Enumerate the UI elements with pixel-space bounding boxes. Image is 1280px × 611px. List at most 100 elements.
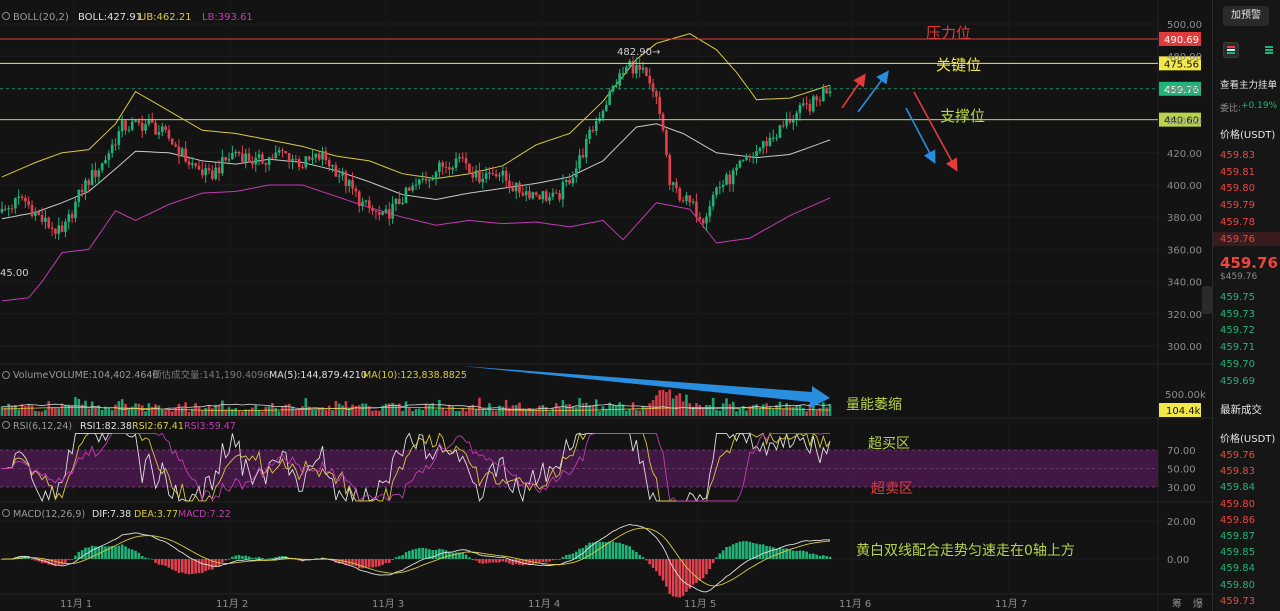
macd-bar [781,548,785,559]
ask-price[interactable]: 459.79 [1220,200,1255,212]
volume-bar [327,405,331,416]
macd-hist-value: MACD:7.22 [178,509,231,520]
boll-header[interactable]: BOLL(20,2) BOLL:427.91 UB:462.21 LB:393.… [2,12,253,23]
panel-collapse-handle[interactable] [1202,286,1212,314]
candle-body [364,200,368,202]
macd-bar [127,548,131,559]
candle-body [154,122,157,135]
candle-body [758,148,762,152]
bid-price[interactable]: 459.73 [1220,308,1255,320]
ask-price[interactable]: 459.76 [1220,233,1255,245]
bid-price[interactable]: 459.70 [1220,358,1255,370]
volume-bar [74,397,77,416]
macd-bar [134,550,137,559]
y-tick-label: 440.00 [1167,117,1202,128]
ask-price[interactable]: 459.80 [1220,183,1255,195]
x-tick-label: 11月 3 [372,598,404,610]
volume-bar [381,405,384,416]
macd-bar [471,559,475,561]
price-tag [1159,112,1201,127]
candle-body [277,150,281,153]
macd-bar [645,559,648,561]
macd-bar [114,546,117,559]
candles[interactable] [0,56,832,240]
settings-icon[interactable] [2,12,10,20]
add-alert-button[interactable]: 加预警 [1223,6,1269,26]
candle-body [481,178,485,183]
volume-header[interactable]: Volume VOLUME:104,402.4640 预估成交量:141,190… [2,369,467,381]
annotation-support: 支撑位 [940,107,985,125]
candle-body [217,167,221,174]
macd-bar [721,550,725,559]
macd-bar [140,556,144,559]
candle-body [701,219,705,224]
macd-bar [147,558,151,560]
candle-body [251,161,254,165]
volume-bars[interactable] [0,389,832,416]
settings-icon[interactable] [2,421,10,429]
volume-bar [30,405,34,416]
volume-bar [494,410,498,416]
candle-body [107,153,111,160]
candle-body [324,151,328,161]
settings-icon[interactable] [2,371,10,379]
orderbook-buy-icon[interactable] [1261,42,1277,58]
candle-body [591,129,595,132]
volume-bar [10,405,14,416]
volume-bar [107,408,111,416]
volume-bar [100,409,104,416]
volume-bar [681,401,685,416]
ask-price[interactable]: 459.78 [1220,216,1255,228]
high-marker: 482.90 [617,47,652,58]
ask-price[interactable]: 459.81 [1220,166,1255,178]
macd-bar [822,555,825,559]
rsi-header[interactable]: RSI(6,12,24) RSI1:82.38 RSI2:67.41 RSI3:… [2,421,236,432]
macd-bar [408,550,411,559]
macd-bar [444,550,448,559]
candle-body [608,91,611,105]
candle-body [421,178,424,180]
macd-bar [110,545,114,559]
volume-bar [758,408,762,416]
macd-bar [738,541,742,559]
trade-price: 459.85 [1220,547,1255,559]
candle-body [77,189,81,202]
ask-price[interactable]: 459.83 [1220,150,1255,161]
bid-price[interactable]: 459.72 [1220,325,1255,337]
candle-body [67,214,71,222]
trading-chart[interactable]: 490.69 475.56 459.76 440.60 104.4k 500.00 480… [0,0,1212,611]
orderbook-both-icon[interactable] [1223,42,1239,58]
bid-price[interactable]: 459.69 [1220,375,1255,387]
macd-bar [661,559,665,581]
bid-price[interactable]: 459.71 [1220,342,1255,354]
macd-bar [274,557,278,559]
macd-bar [571,553,575,559]
volume-bar [134,403,137,416]
macd-bar [157,559,161,565]
macd-bar [601,541,605,559]
macd-bar [337,559,341,564]
macd-header[interactable]: MACD(12,26,9) DIF:7.38 DEA:3.77 MACD:7.2… [2,509,231,520]
macd-bar [27,557,31,559]
volume-bar [174,407,177,416]
annotation-volume-shrink: 量能萎缩 [846,397,902,413]
macd-bar [194,559,197,574]
chart-area[interactable]: 490.69 475.56 459.76 440.60 104.4k 500.00 480… [0,0,1212,611]
candle-body [781,125,785,127]
macd-bar [277,556,281,559]
volume-bar [170,411,174,416]
macd-bar [771,547,775,559]
trades-title[interactable]: 最新成交 [1220,404,1262,416]
bid-price[interactable]: 459.75 [1220,292,1255,303]
candle-body [284,151,288,154]
x-axis: 11月 1 11月 2 11月 3 11月 4 11月 5 11月 6 11月 7 [60,598,1027,610]
macd-bar [818,555,822,559]
candle-body [665,130,668,155]
settings-icon[interactable] [2,509,10,517]
volume-bar [54,408,57,416]
volume-bar [201,410,204,416]
volume-bar [691,406,695,416]
orderbook-title[interactable]: 查看主力挂单 [1220,80,1278,91]
macd-bar [615,542,618,559]
volume-bar [387,403,391,416]
